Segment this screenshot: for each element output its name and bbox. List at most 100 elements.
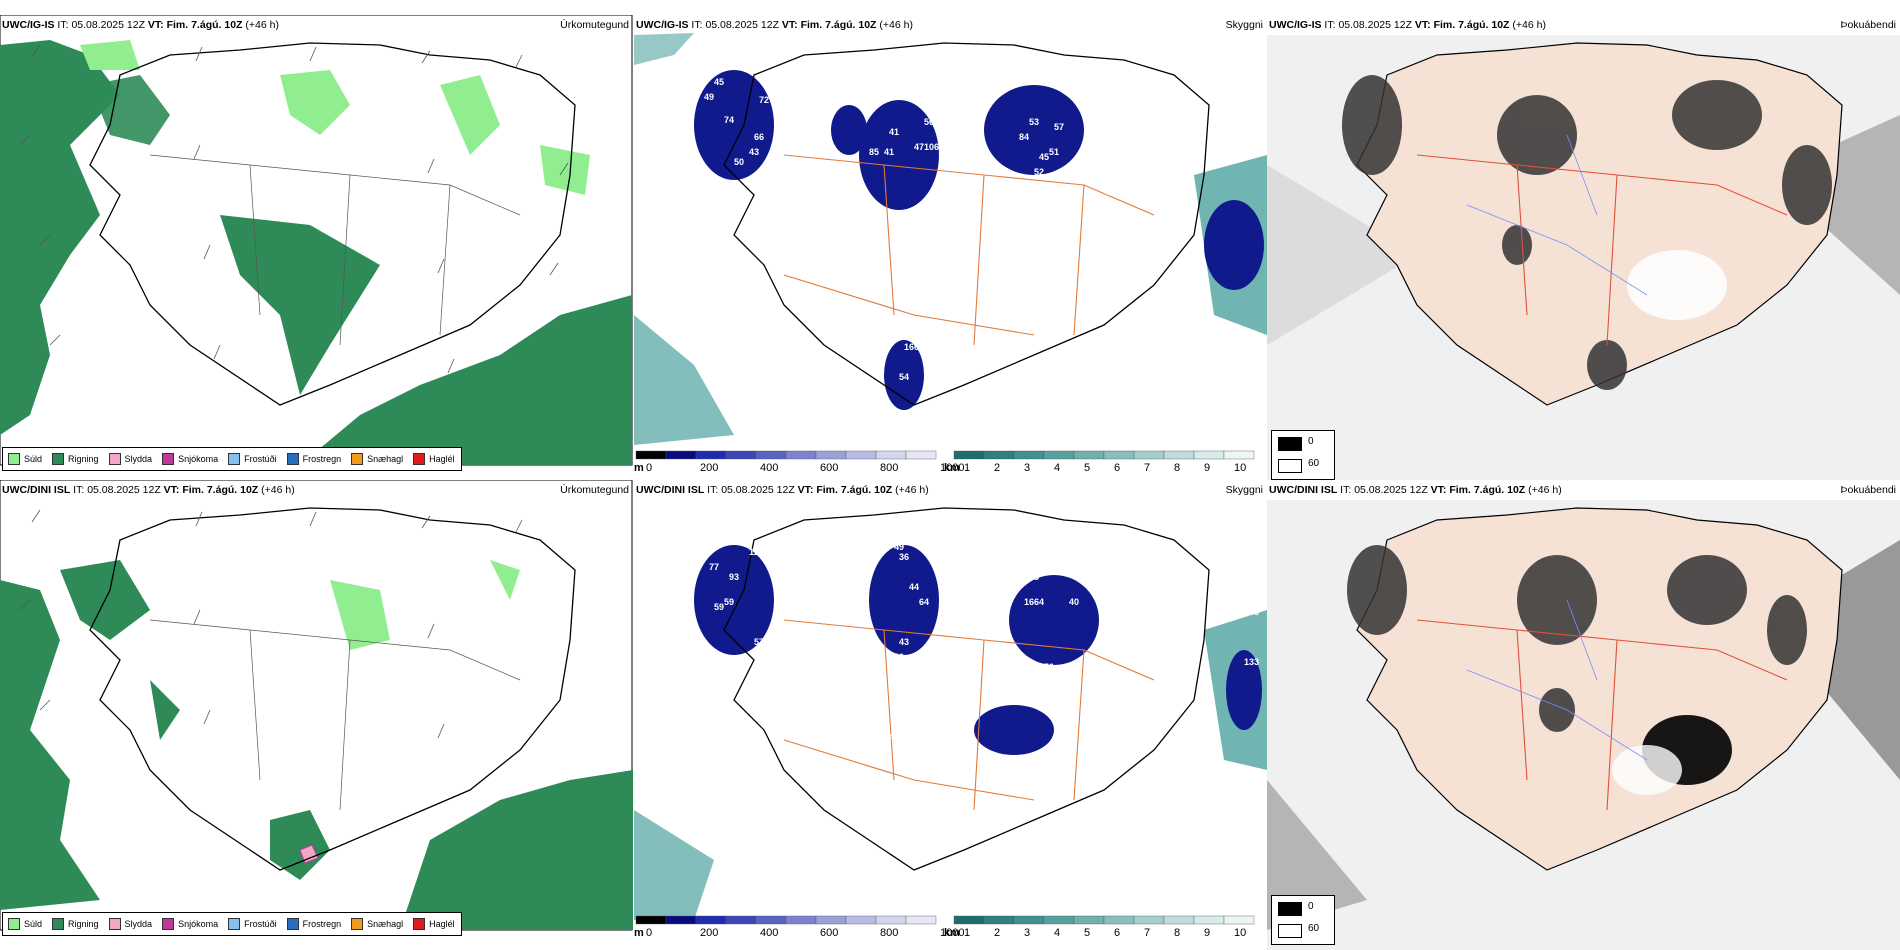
- vis-legend-cell: [1223, 450, 1255, 460]
- ceiling-value-label: 53: [1029, 117, 1039, 127]
- ceiling-value-label: 129: [749, 547, 764, 557]
- vis-legend-cell: [1193, 450, 1225, 460]
- ceiling-value-label: 36: [899, 552, 909, 562]
- vis-legend-cell: [983, 450, 1015, 460]
- ceiling-value-label: 36: [1069, 162, 1079, 172]
- vis-tick: 2: [994, 462, 1000, 474]
- ceiling-value-label: 59: [714, 602, 724, 612]
- ceiling-tick: 1000: [940, 462, 964, 474]
- ceiling-value-label: 76: [1104, 222, 1114, 232]
- legend-swatch: [351, 918, 364, 930]
- ceiling-legend-cell: [635, 915, 667, 925]
- vis-tick: 7: [1144, 462, 1150, 474]
- ceiling-value-label: 51: [1049, 147, 1059, 157]
- ceiling-value-label: 45: [1079, 572, 1089, 582]
- drizzle-area-north: [280, 70, 350, 135]
- iceland-coastline: [89, 42, 576, 406]
- ceiling-legend-cell: [905, 915, 937, 925]
- panel-igis-visibility: 31 58 41 45 49 72 74 66 43 50 10 83 52 35 56 41 106 47 41 8…: [634, 15, 1267, 485]
- panel-igis-precip: UWC/IG-IS IT: 05.08.2025 12Z VT: Fim. 7.…: [0, 15, 633, 485]
- ceiling-value-label: 43: [899, 637, 909, 647]
- vis-legend-cell: [1013, 450, 1045, 460]
- fog-legend: 0 60: [1271, 895, 1335, 945]
- ceiling-legend-cell: [755, 915, 787, 925]
- vis-tick: 2: [994, 927, 1000, 939]
- product-type-label: Skyggni: [1225, 19, 1263, 31]
- legend-swatch: [162, 453, 175, 465]
- legend-swatch: [286, 453, 299, 465]
- ceiling-legend-cell: [815, 450, 847, 460]
- precip-map-dini: [0, 480, 633, 931]
- ceiling-tick: 400: [760, 927, 778, 939]
- panel-header: UWC/DINI ISL IT: 05.08.2025 12Z VT: Fim.…: [2, 484, 295, 496]
- ceiling-tick: 600: [820, 927, 838, 939]
- ceiling-value-label: 64: [1034, 597, 1044, 607]
- ceiling-value-label: 77: [709, 562, 719, 572]
- ceiling-value-label: 34: [1064, 172, 1074, 182]
- ceiling-value-label: 57: [754, 637, 764, 647]
- ceiling-legend-cell: [845, 450, 877, 460]
- wet-snow-spot: [299, 844, 319, 864]
- ceiling-tick: 1000: [940, 927, 964, 939]
- rain-area-west: [0, 40, 120, 435]
- precip-legend: Súld Rigning Slydda Snjókoma Frostúði Fr…: [2, 912, 462, 936]
- ceiling-value-label: 57: [1054, 122, 1064, 132]
- vis-legend-cell: [1073, 915, 1105, 925]
- legend-swatch: [108, 918, 121, 930]
- ceiling-value-label: 51: [789, 232, 799, 242]
- ceiling-unit: m: [634, 462, 644, 474]
- ceiling-legend-cell: [635, 450, 667, 460]
- legend-swatch: [52, 918, 65, 930]
- ceiling-value-label: 133: [1244, 657, 1259, 667]
- vis-tick: 3: [1024, 927, 1030, 939]
- ceiling-value-label: 118: [1002, 682, 1017, 692]
- ceiling-value-label: 56: [924, 117, 934, 127]
- ceiling-tick: 0: [646, 927, 652, 939]
- vis-tick: 4: [1054, 462, 1060, 474]
- iceland-coastline: [723, 42, 1210, 406]
- ceiling-legend-cell: [695, 915, 727, 925]
- ceiling-tick: 400: [760, 462, 778, 474]
- ceiling-legend-cell: [785, 915, 817, 925]
- ceiling-legend-cell: [665, 450, 697, 460]
- ceiling-value-label: 47: [744, 512, 754, 522]
- fog-map-igis: [1267, 35, 1900, 485]
- vis-legend-cell: [953, 915, 985, 925]
- ceiling-value-label: 40: [1069, 597, 1079, 607]
- ceiling-tick: 600: [820, 462, 838, 474]
- legend-swatch: [162, 918, 175, 930]
- vis-tick: 4: [1054, 927, 1060, 939]
- ceiling-value-label: 155: [1244, 607, 1259, 617]
- vis-legend-cell: [1043, 915, 1075, 925]
- ceiling-value-label: 54: [899, 372, 909, 382]
- fog-map-dini: [1267, 500, 1900, 950]
- ceiling-value-label: 160: [774, 587, 789, 597]
- ceiling-value-label: 106: [924, 142, 939, 152]
- vis-tick: 3: [1024, 462, 1030, 474]
- vis-legend-cell: [1073, 450, 1105, 460]
- fog-areas: [1342, 75, 1832, 390]
- vis-legend-cell: [953, 450, 985, 460]
- ceiling-value-label: 76: [1019, 542, 1029, 552]
- wind-barbs: [19, 44, 569, 374]
- ceiling-value-label: 90: [1002, 662, 1012, 672]
- ceiling-legend-cell: [875, 915, 907, 925]
- ceiling-unit: m: [634, 927, 644, 939]
- low-ceiling-areas: [694, 70, 1264, 410]
- vis-legend-cell: [1103, 915, 1135, 925]
- ceiling-value-label: 85: [869, 147, 879, 157]
- product-type-label: Úrkomutegund: [560, 19, 629, 31]
- ceiling-value-label: 108: [774, 547, 789, 557]
- ceiling-value-label: 93: [729, 572, 739, 582]
- legend-swatch: [228, 918, 241, 930]
- road-network: [783, 154, 1155, 346]
- visibility-legend: m 0 200 400 600 800 1000 km 1 2 3 4 5 6 7 8 9 10: [634, 914, 1264, 940]
- vis-tick: 9: [1204, 927, 1210, 939]
- ceiling-legend-cell: [665, 915, 697, 925]
- legend-swatch: [8, 918, 20, 930]
- rain-area-south: [220, 215, 380, 395]
- vis-tick: 5: [1084, 462, 1090, 474]
- vis-legend-cell: [1133, 450, 1165, 460]
- ceiling-value-label: 83: [819, 117, 829, 127]
